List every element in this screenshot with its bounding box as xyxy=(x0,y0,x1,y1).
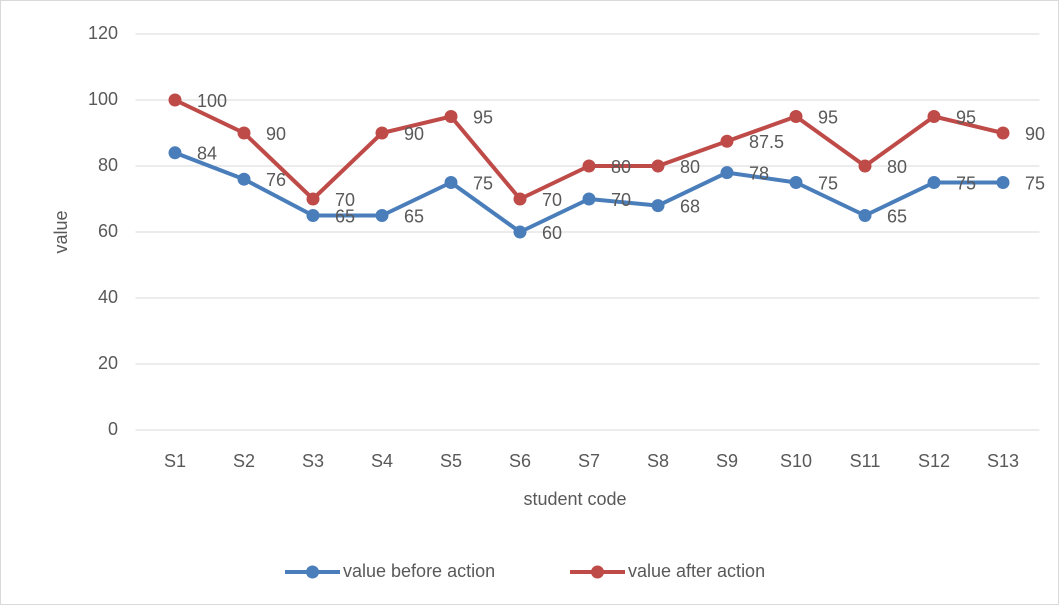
data-label: 68 xyxy=(680,196,700,216)
x-tick-label: S4 xyxy=(371,451,393,471)
data-point xyxy=(168,93,182,107)
data-label: 80 xyxy=(887,157,907,177)
data-label: 65 xyxy=(404,206,424,226)
data-point xyxy=(375,209,389,222)
data-point xyxy=(858,209,872,222)
data-point xyxy=(789,110,803,123)
y-tick-label: 80 xyxy=(98,155,118,175)
data-label: 95 xyxy=(956,107,976,127)
y-tick-label: 40 xyxy=(98,287,118,307)
data-label: 90 xyxy=(266,124,286,144)
y-tick-label: 120 xyxy=(88,23,118,43)
data-label: 76 xyxy=(266,170,286,190)
data-point xyxy=(582,159,596,173)
data-label: 70 xyxy=(542,190,562,210)
y-tick-label: 100 xyxy=(88,89,118,109)
data-point xyxy=(582,192,596,206)
data-point xyxy=(996,176,1010,189)
data-point xyxy=(513,225,527,239)
x-axis-label: student code xyxy=(523,489,626,509)
x-tick-label: S6 xyxy=(509,451,531,471)
data-label: 90 xyxy=(404,124,424,144)
data-label: 95 xyxy=(818,107,838,127)
data-point xyxy=(444,110,458,123)
x-tick-label: S13 xyxy=(987,451,1019,471)
x-tick-label: S2 xyxy=(233,451,255,471)
data-point xyxy=(858,159,872,173)
data-label: 95 xyxy=(473,107,493,127)
data-point xyxy=(444,176,458,189)
data-point xyxy=(375,126,389,140)
data-label: 80 xyxy=(680,157,700,177)
x-tick-label: S9 xyxy=(716,451,738,471)
data-point xyxy=(306,209,320,222)
data-point xyxy=(651,159,665,173)
data-label: 75 xyxy=(1025,173,1045,193)
y-tick-label: 20 xyxy=(98,353,118,373)
data-label: 80 xyxy=(611,157,631,177)
data-label: 84 xyxy=(197,144,217,164)
data-label: 60 xyxy=(542,223,562,243)
data-point xyxy=(789,176,803,189)
y-tick-label: 60 xyxy=(98,221,118,241)
data-label: 75 xyxy=(473,173,493,193)
data-point xyxy=(927,176,941,189)
x-tick-label: S7 xyxy=(578,451,600,471)
data-point xyxy=(927,110,941,123)
x-tick-label: S11 xyxy=(850,451,881,471)
x-tick-label: S12 xyxy=(918,451,950,471)
data-label: 90 xyxy=(1025,124,1045,144)
data-point xyxy=(720,166,734,180)
data-label: 100 xyxy=(197,91,227,111)
legend-label: value after action xyxy=(628,561,765,581)
data-label: 87.5 xyxy=(749,132,784,152)
data-label: 75 xyxy=(818,173,838,193)
data-label: 70 xyxy=(611,190,631,210)
y-tick-label: 0 xyxy=(108,419,118,439)
data-point xyxy=(168,146,182,160)
legend-label: value before action xyxy=(343,561,495,581)
data-label: 65 xyxy=(335,206,355,226)
x-tick-label: S3 xyxy=(302,451,324,471)
x-tick-label: S5 xyxy=(440,451,462,471)
legend-marker xyxy=(591,565,604,579)
data-point xyxy=(651,199,665,213)
data-label: 65 xyxy=(887,206,907,226)
data-point xyxy=(306,192,320,206)
x-tick-label: S1 xyxy=(164,451,186,471)
y-axis-label: value xyxy=(51,210,71,253)
data-point xyxy=(720,134,734,148)
data-label: 78 xyxy=(749,163,769,183)
data-point xyxy=(513,192,527,206)
x-tick-label: S10 xyxy=(780,451,812,471)
data-point xyxy=(237,126,251,140)
legend-marker xyxy=(306,565,319,579)
data-point xyxy=(996,126,1010,140)
x-tick-label: S8 xyxy=(647,451,669,471)
data-label: 70 xyxy=(335,190,355,210)
data-label: 75 xyxy=(956,173,976,193)
data-point xyxy=(237,172,251,186)
